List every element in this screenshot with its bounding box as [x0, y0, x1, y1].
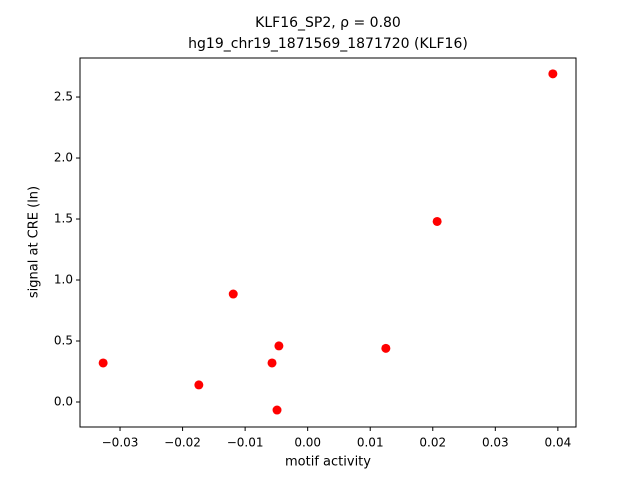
x-tick-label: 0.04 [545, 436, 572, 450]
y-tick-label: 2.0 [54, 151, 73, 165]
x-tick-label: 0.00 [294, 436, 321, 450]
y-tick-label: 0.0 [54, 394, 73, 408]
x-tick-label: 0.01 [357, 436, 384, 450]
point [548, 69, 558, 79]
plot-frame [79, 57, 577, 428]
point [98, 358, 108, 368]
chart-subtitle: hg19_chr19_1871569_1871720 (KLF16) [188, 36, 468, 52]
point [194, 380, 204, 390]
y-tick-label: 2.5 [54, 90, 73, 104]
y-tick-label: 1.0 [54, 273, 73, 287]
point [267, 358, 277, 368]
point [432, 216, 442, 226]
point [381, 343, 391, 353]
y-axis-label: signal at CRE (ln) [27, 186, 42, 298]
x-tick-label: −0.02 [164, 436, 201, 450]
chart-title: KLF16_SP2, ρ = 0.80 [255, 15, 401, 31]
y-tick-label: 0.5 [54, 334, 73, 348]
y-tick-label: 1.5 [54, 212, 73, 226]
point [228, 289, 238, 299]
x-axis-label: motif activity [285, 455, 371, 470]
x-tick-label: 0.03 [482, 436, 509, 450]
point [274, 341, 284, 351]
x-tick-label: −0.01 [227, 436, 264, 450]
point [272, 405, 282, 415]
x-tick-label: −0.03 [102, 436, 139, 450]
x-tick-label: 0.02 [419, 436, 446, 450]
